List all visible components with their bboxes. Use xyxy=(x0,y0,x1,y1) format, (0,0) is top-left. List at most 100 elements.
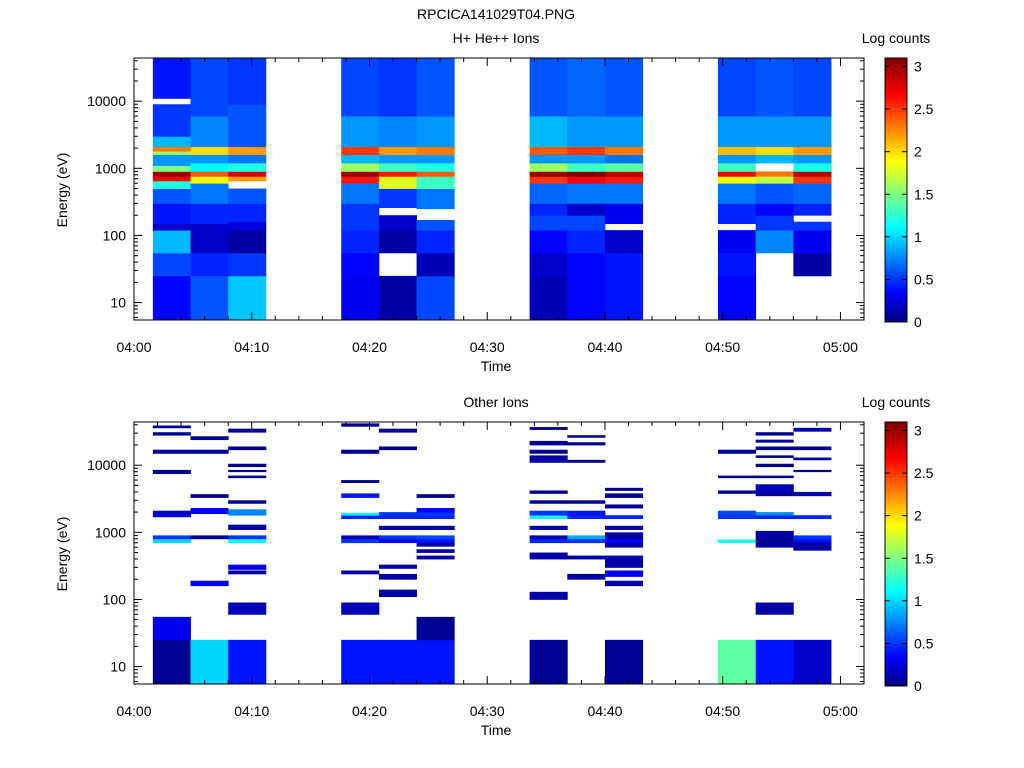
heatmap-cell xyxy=(793,154,832,164)
heatmap-cell xyxy=(604,493,644,498)
heatmap-cell xyxy=(793,203,832,216)
x-tick-label: 04:40 xyxy=(587,703,622,719)
heatmap-cell xyxy=(718,154,757,164)
heatmap-cell xyxy=(567,535,606,540)
heatmap-cell xyxy=(378,275,417,321)
colorbar-tick-label: 0.5 xyxy=(914,271,934,287)
colorbar-label: Log counts xyxy=(862,394,931,410)
heatmap-cell xyxy=(718,252,757,277)
heatmap-cell xyxy=(718,58,757,117)
heatmap-cell xyxy=(567,116,606,148)
heatmap-cell xyxy=(416,542,455,547)
heatmap-cell xyxy=(567,171,606,177)
heatmap-cell xyxy=(529,510,568,516)
heatmap-cell xyxy=(793,58,832,117)
heatmap-cell xyxy=(190,176,229,184)
heatmap-cell xyxy=(793,221,832,231)
heatmap-cell xyxy=(567,252,606,277)
heatmap-cell xyxy=(190,508,229,515)
heatmap-cell xyxy=(228,163,267,172)
heatmap-cell xyxy=(718,116,757,148)
heatmap-cell xyxy=(228,221,267,231)
heatmap-cell xyxy=(604,580,644,587)
heatmap-cell xyxy=(755,203,794,216)
heatmap-cell xyxy=(190,203,229,225)
heatmap-cell xyxy=(416,639,455,685)
heatmap-cell xyxy=(755,171,794,177)
heatmap-cell xyxy=(416,58,455,117)
heatmap-cell xyxy=(378,512,417,516)
heatmap-cell xyxy=(567,203,606,216)
x-axis: 04:00 04:10 04:20 04:30 04:40 04:50 05:00 xyxy=(116,58,858,355)
heatmap-cell xyxy=(416,146,455,156)
heatmap-cell xyxy=(793,230,832,254)
x-tick-label: 04:30 xyxy=(470,339,505,355)
heatmap-cell xyxy=(341,535,380,540)
heatmap-cell xyxy=(416,525,455,530)
heatmap-cell xyxy=(718,203,757,225)
x-tick-label: 04:40 xyxy=(587,339,622,355)
heatmap-cell xyxy=(152,252,191,277)
heatmap-cell xyxy=(755,463,794,468)
colorbar-tick-label: 2 xyxy=(914,144,922,160)
heatmap-cell xyxy=(190,275,229,321)
heatmap-cell xyxy=(228,602,267,615)
heatmap-cell xyxy=(567,58,606,117)
heatmap-cell xyxy=(755,542,794,548)
heatmap-cell xyxy=(341,58,380,117)
heatmap-cell xyxy=(378,446,417,451)
heatmap-cell xyxy=(152,538,191,544)
heatmap-cell xyxy=(755,491,794,497)
x-tick-label: 04:50 xyxy=(705,703,740,719)
heatmap-cell xyxy=(718,475,757,479)
heatmap-cell xyxy=(228,203,267,223)
heatmap-cell xyxy=(341,163,380,172)
figure-title: RPCICA141029T04.PNG xyxy=(417,6,575,22)
heatmap-cell xyxy=(416,163,455,172)
x-tick-label: 04:50 xyxy=(705,339,740,355)
heatmap-cell xyxy=(718,183,757,204)
heatmap-cell xyxy=(152,104,191,137)
x-tick-label: 04:20 xyxy=(352,703,387,719)
heatmap-cell xyxy=(152,58,191,99)
heatmap-cell xyxy=(604,515,644,520)
colorbar-tick-label: 1.5 xyxy=(914,186,934,202)
heatmap-cell xyxy=(529,639,568,685)
x-tick-label: 05:00 xyxy=(823,703,858,719)
heatmap-cell xyxy=(567,146,606,156)
heatmap-cell xyxy=(378,589,417,598)
heatmap-cell xyxy=(341,183,380,204)
heatmap-cell xyxy=(604,639,644,685)
heatmap-cell xyxy=(793,457,832,461)
heatmap-cell xyxy=(190,183,229,204)
heatmap-cell xyxy=(341,602,380,615)
heatmap-cell xyxy=(378,116,417,148)
heatmap-cell xyxy=(529,58,568,117)
heatmap-cell xyxy=(793,491,832,497)
heatmap-cell xyxy=(416,512,455,516)
heatmap-cell xyxy=(341,449,380,454)
heatmap-cell xyxy=(190,116,229,148)
heatmap-cell xyxy=(416,230,455,254)
panel-title: Other Ions xyxy=(463,394,528,410)
heatmap-cell xyxy=(378,428,417,433)
heatmap-cell xyxy=(341,203,380,231)
heatmap-cell xyxy=(228,570,267,575)
heatmap-cell xyxy=(190,146,229,156)
heatmap-cell xyxy=(228,252,267,277)
heatmap-cell xyxy=(190,58,229,117)
heatmap-cell xyxy=(341,275,380,321)
y-axis: 10 100 1000 10000 xyxy=(87,60,864,318)
x-tick-label: 04:00 xyxy=(116,703,151,719)
heatmap-cell xyxy=(755,455,794,458)
heatmap-cell xyxy=(378,538,417,544)
heatmap-cell xyxy=(567,183,606,204)
heatmap-cell xyxy=(341,570,380,575)
heatmap-cell xyxy=(341,639,380,685)
heatmap-cell xyxy=(416,494,455,498)
heatmap-cell xyxy=(341,171,380,177)
heatmap-cell xyxy=(529,552,568,560)
heatmap-cell xyxy=(718,639,757,685)
colorbar-tick-label: 3 xyxy=(914,59,922,75)
